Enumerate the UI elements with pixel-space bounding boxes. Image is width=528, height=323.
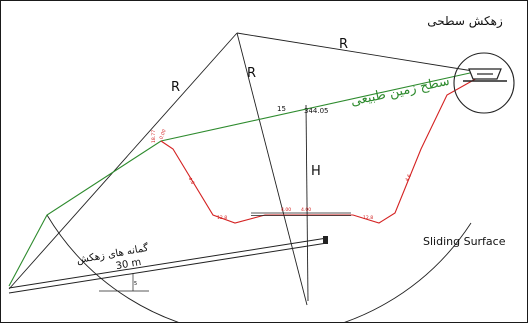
height-line: [305, 104, 309, 302]
drain-borehole-bottom: [8, 242, 328, 294]
drain-length-label: 30 m: [115, 257, 142, 272]
bench-left-label: 12.8: [217, 215, 227, 221]
surface-drain-title: زهکش سطحی: [427, 14, 503, 29]
natural-ground-line: [8, 70, 480, 287]
angle-15-label: 15: [277, 105, 286, 113]
surface-drain-icon: [463, 68, 507, 82]
slope-right-seg-label: 4.6: [404, 173, 413, 182]
sliding-surface-arc: [46, 214, 472, 322]
drain-borehole-end: [323, 236, 328, 244]
slope-left-label: 0.00: [158, 129, 167, 141]
radius-line-mid: [236, 32, 308, 306]
drain-borehole-top: [8, 237, 328, 289]
sliding-surface-label: Sliding Surface: [423, 235, 506, 248]
radius-line-top: [236, 32, 474, 72]
bench-right-label: 12.8: [363, 215, 373, 221]
elevation-top-label: 344.05: [304, 107, 329, 115]
radius-label-left: R: [171, 80, 180, 95]
natural-ground-label: سطح زمین طبیعی: [350, 74, 451, 110]
radius-label-mid: R: [247, 66, 256, 81]
surface-drain-detail-circle: [453, 52, 515, 114]
height-label: H: [311, 164, 321, 179]
excavation-profile: [160, 76, 480, 224]
elev-left-label: 18.77: [151, 130, 157, 143]
slope-left-seg-label: 4.6: [187, 176, 196, 185]
base-left-label: 4.00: [281, 207, 291, 213]
base-right-label: 4.00: [301, 207, 311, 213]
radius-label-top: R: [339, 37, 348, 52]
radius-line-left: [8, 32, 238, 290]
drain-angle-label: 5: [134, 281, 137, 287]
